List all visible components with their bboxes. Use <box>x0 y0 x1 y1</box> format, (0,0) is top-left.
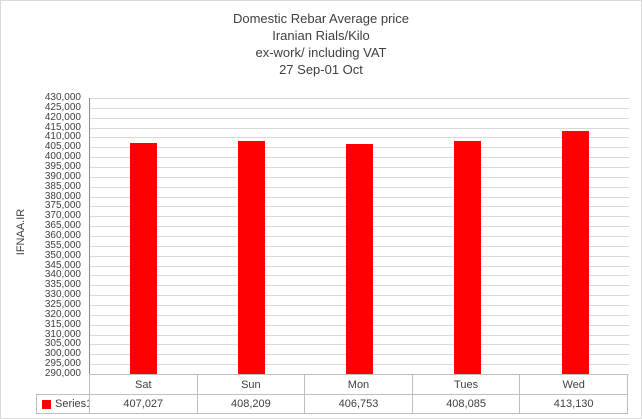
y-axis-tick-label: 300,000 <box>44 348 81 359</box>
y-axis-tick-label: 295,000 <box>44 358 81 369</box>
y-axis-tick-label: 375,000 <box>44 200 81 211</box>
data-table-category-row: Sat Sun Mon Tues Wed <box>89 374 628 394</box>
bar-sun <box>238 141 265 374</box>
gridline <box>90 108 629 109</box>
bar-wed <box>562 131 589 374</box>
chart-title: Domestic Rebar Average price Iranian Ria… <box>1 10 641 78</box>
y-axis-tick-label: 320,000 <box>44 309 81 320</box>
y-axis-tick-label: 415,000 <box>44 122 81 133</box>
y-axis-tick-label: 345,000 <box>44 260 81 271</box>
value-tues: 408,085 <box>413 395 521 413</box>
gridline <box>90 118 629 119</box>
bar-tues <box>454 141 481 374</box>
y-axis-tick-label: 395,000 <box>44 161 81 172</box>
series1-legend-swatch-icon <box>42 399 51 409</box>
category-label-tues: Tues <box>413 375 521 394</box>
y-axis-tick-label: 310,000 <box>44 329 81 340</box>
y-axis-tick-label: 325,000 <box>44 299 81 310</box>
legend-cell: Series1 <box>37 395 90 413</box>
bar-mon <box>346 144 373 374</box>
chart-title-line-1: Domestic Rebar Average price <box>232 11 410 26</box>
value-sat: 407,027 <box>90 395 198 413</box>
y-axis-tick-label: 390,000 <box>44 171 81 182</box>
y-axis-tick-label: 355,000 <box>44 240 81 251</box>
y-axis-tick-label: 405,000 <box>44 141 81 152</box>
category-label-sun: Sun <box>198 375 306 394</box>
category-label-sat: Sat <box>90 375 198 394</box>
gridline <box>90 137 629 138</box>
y-axis-tick-label: 420,000 <box>44 112 81 123</box>
plot-area <box>89 98 629 375</box>
chart-title-line-3: ex-work/ including VAT <box>255 45 387 60</box>
y-axis-tick-label: 315,000 <box>44 319 81 330</box>
chart-title-line-2: Iranian Rials/Kilo <box>272 28 370 43</box>
y-axis-tick-label: 290,000 <box>44 368 81 379</box>
y-axis-tick-label: 425,000 <box>44 102 81 113</box>
y-axis-tick-label: 430,000 <box>44 92 81 103</box>
y-axis-tick-label: 400,000 <box>44 151 81 162</box>
category-label-mon: Mon <box>305 375 413 394</box>
gridline <box>90 98 629 99</box>
chart-title-line-4: 27 Sep-01 Oct <box>279 62 363 77</box>
value-sun: 408,209 <box>198 395 306 413</box>
series1-legend-label: Series1 <box>55 398 90 410</box>
y-axis-tick-label: 340,000 <box>44 269 81 280</box>
y-axis-tick-label: 365,000 <box>44 220 81 231</box>
y-axis-tick-label: 360,000 <box>44 230 81 241</box>
gridline <box>90 128 629 129</box>
category-label-wed: Wed <box>520 375 628 394</box>
y-axis-tick-label: 370,000 <box>44 210 81 221</box>
y-axis-tick-label: 410,000 <box>44 131 81 142</box>
value-wed: 413,130 <box>520 395 628 413</box>
y-axis-tick-label: 335,000 <box>44 279 81 290</box>
y-axis-tick-label: 330,000 <box>44 289 81 300</box>
y-axis-tick-label: 350,000 <box>44 250 81 261</box>
bar-sat <box>130 143 157 374</box>
y-axis-tick-label: 380,000 <box>44 191 81 202</box>
y-axis-tick-label: 385,000 <box>44 181 81 192</box>
data-table-value-row: Series1 407,027 408,209 406,753 408,085 … <box>36 394 628 414</box>
value-mon: 406,753 <box>305 395 413 413</box>
y-axis-tick-label: 305,000 <box>44 338 81 349</box>
